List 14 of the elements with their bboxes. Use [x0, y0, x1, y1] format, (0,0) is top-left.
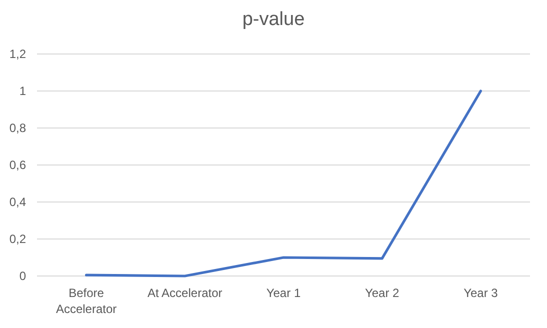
x-tick-label: At Accelerator: [148, 286, 222, 300]
x-tick-label: Year 2: [364, 286, 400, 300]
y-tick-label: 0,8: [9, 121, 26, 136]
chart-title: p-value: [242, 9, 305, 30]
x-tick-label: Year 1: [266, 286, 301, 300]
y-tick-label: 0: [19, 269, 26, 284]
y-tick-label: 0,2: [9, 232, 26, 246]
line-series: [85, 90, 482, 278]
y-tick-label: 0,4: [9, 195, 26, 210]
x-tick-label: Year 3: [464, 286, 498, 300]
y-tick-label: 1: [19, 84, 26, 98]
x-tick-label: Before Accelerator: [56, 286, 117, 316]
y-tick-label: 0,6: [9, 158, 26, 172]
y-tick-label: 1,2: [9, 47, 26, 62]
